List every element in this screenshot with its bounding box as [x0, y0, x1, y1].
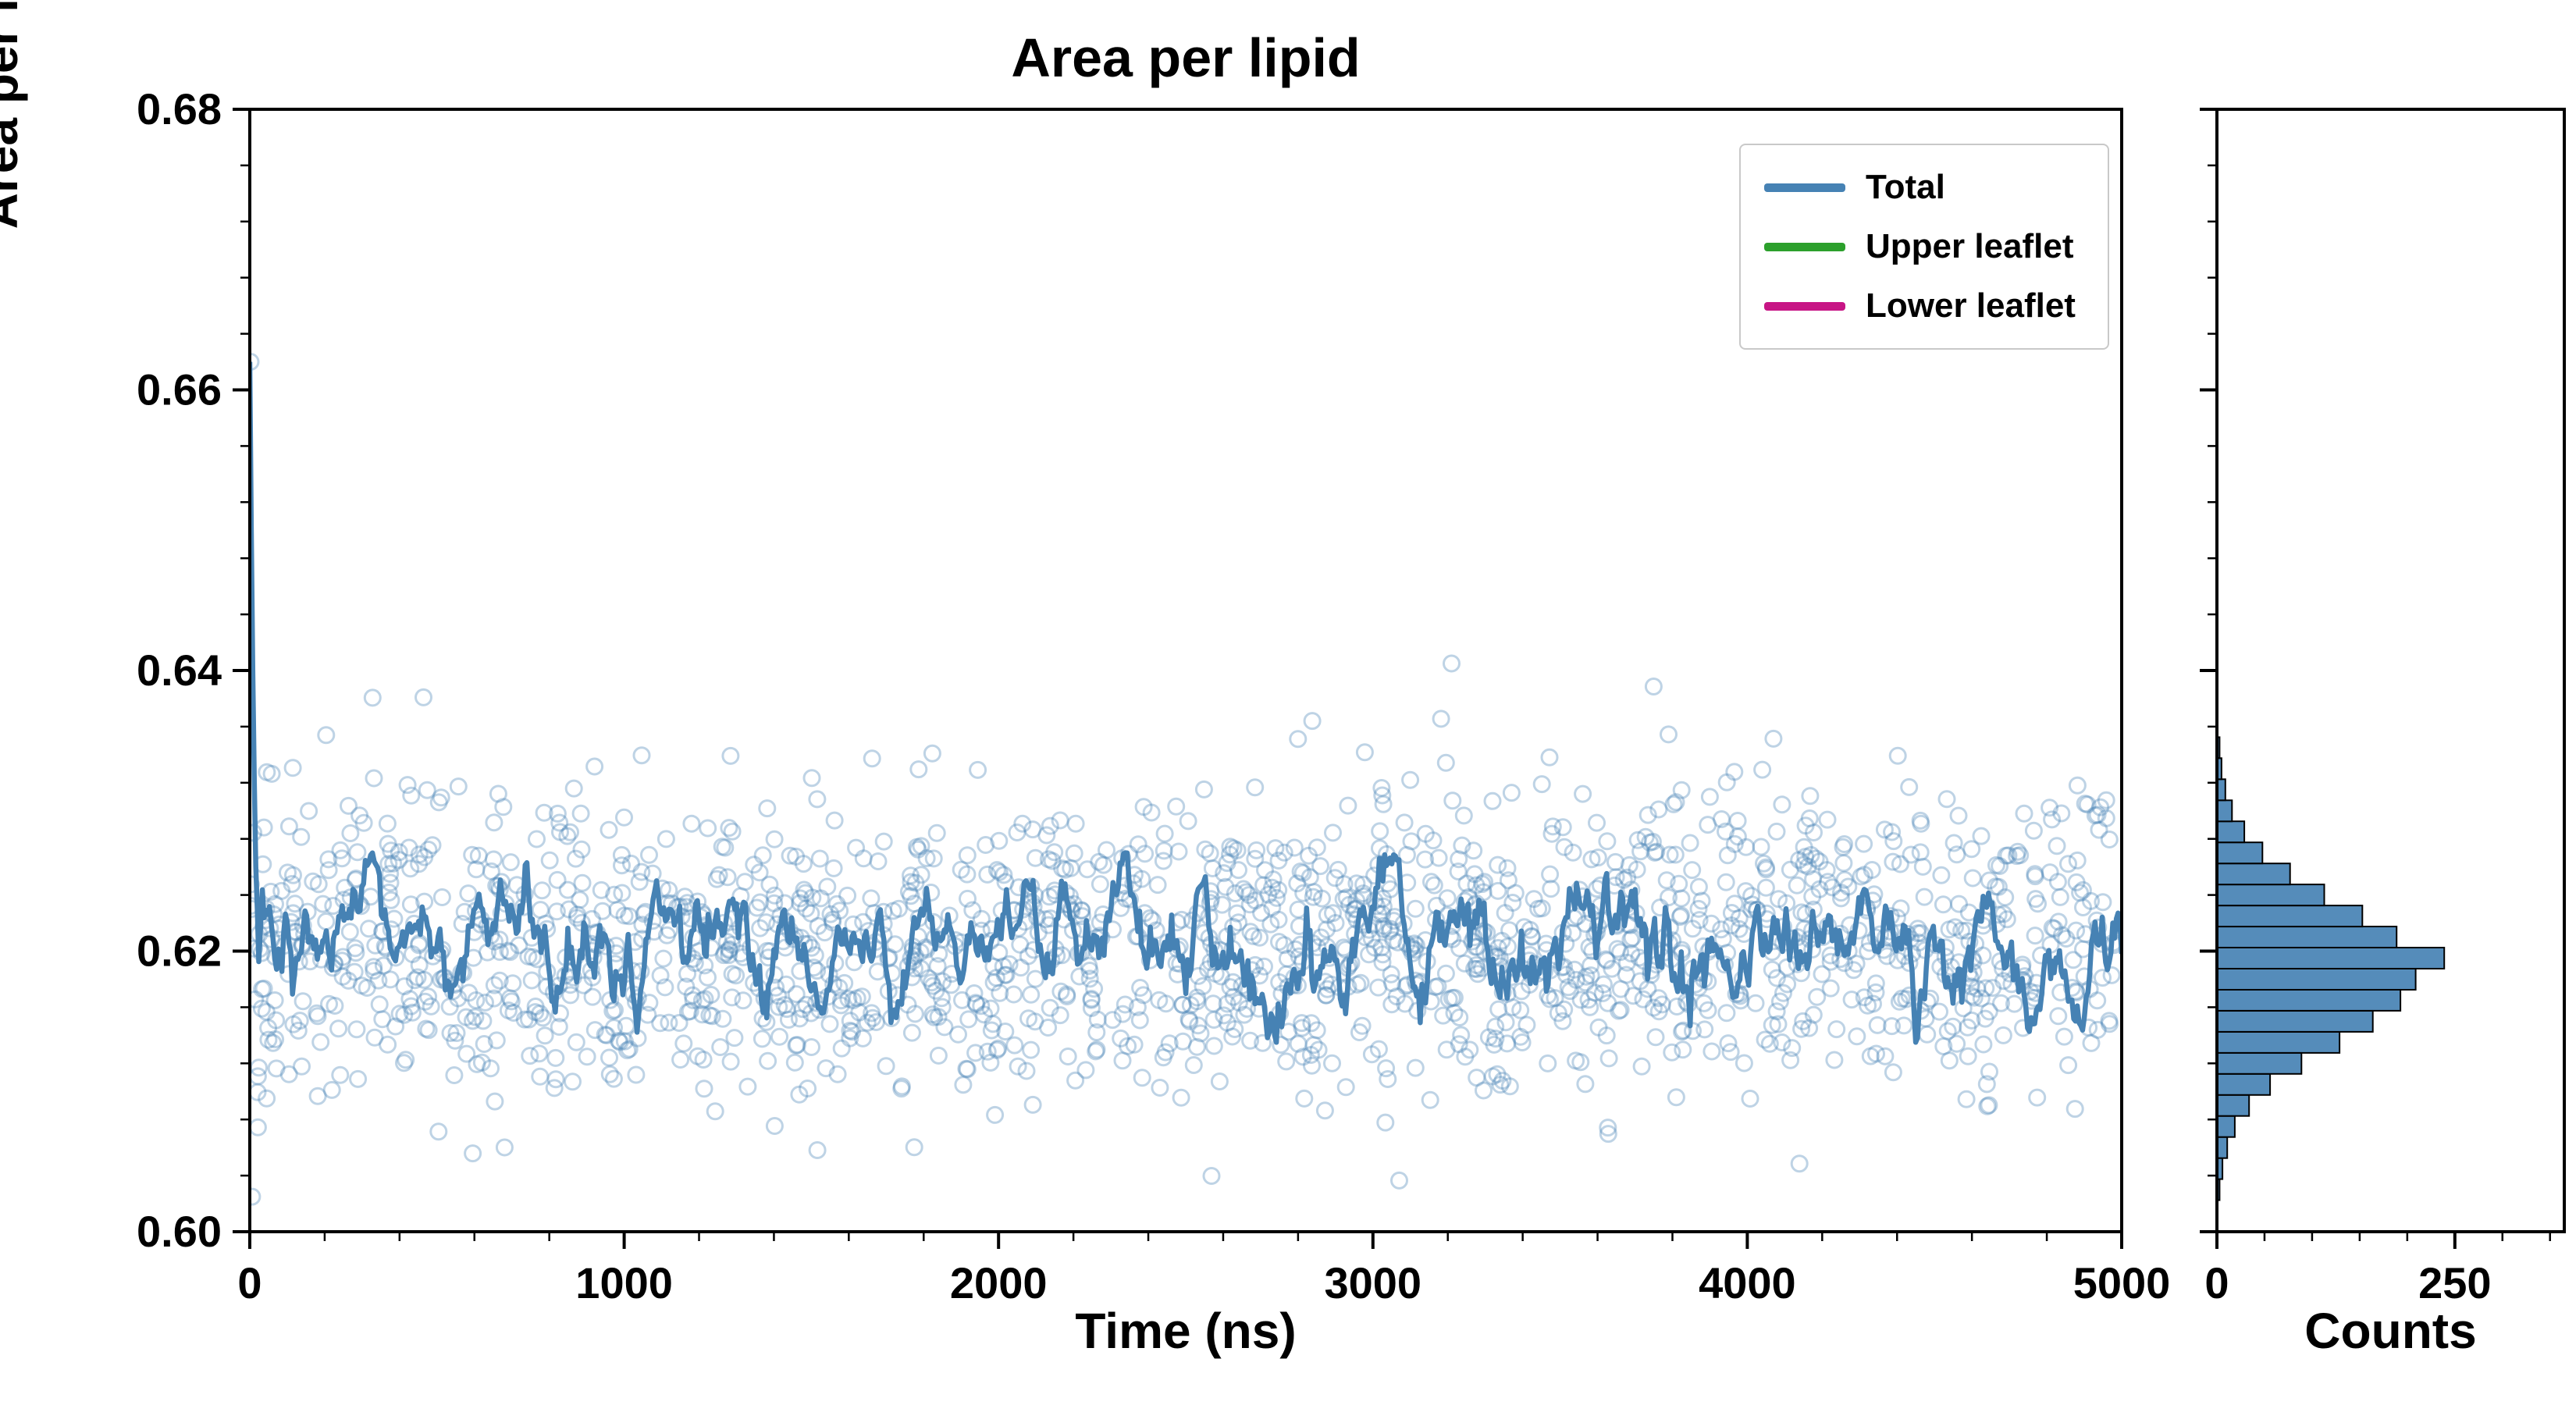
legend-item-lower-leaflet: Lower leaflet	[1764, 276, 2084, 336]
svg-text:5000: 5000	[2073, 1258, 2171, 1307]
running-average-line	[250, 361, 2122, 1045]
y-axis-label: Area per lipid (nm²)	[0, 0, 28, 229]
scatter-points	[250, 353, 2122, 1206]
legend-swatch-lower-leaflet	[1764, 301, 1845, 311]
svg-text:2000: 2000	[950, 1258, 1048, 1307]
x-axis-label: Time (ns)	[1075, 1303, 1297, 1359]
tick-marks	[233, 108, 2551, 1249]
legend-swatch-upper-leaflet	[1764, 242, 1845, 251]
svg-text:0.66: 0.66	[137, 365, 222, 414]
legend-item-total: Total	[1764, 158, 2084, 217]
histogram-bars	[2217, 736, 2446, 1201]
legend-label-upper-leaflet: Upper leaflet	[1866, 227, 2074, 265]
legend: Total Upper leaflet Lower leaflet	[1739, 144, 2109, 350]
svg-text:0: 0	[237, 1258, 262, 1307]
legend-label-lower-leaflet: Lower leaflet	[1866, 286, 2076, 325]
svg-text:4000: 4000	[1699, 1258, 1796, 1307]
svg-text:0.64: 0.64	[137, 646, 222, 695]
legend-label-total: Total	[1866, 168, 1945, 206]
legend-swatch-total	[1764, 183, 1845, 192]
svg-text:250: 250	[2418, 1258, 2491, 1307]
svg-text:3000: 3000	[1325, 1258, 1422, 1307]
legend-item-upper-leaflet: Upper leaflet	[1764, 217, 2084, 276]
svg-text:0.60: 0.60	[137, 1207, 222, 1256]
chart-title: Area per lipid	[1011, 27, 1361, 88]
svg-text:1000: 1000	[575, 1258, 673, 1307]
svg-text:0: 0	[2204, 1258, 2229, 1307]
histogram-x-axis-label: Counts	[2304, 1303, 2477, 1359]
svg-text:0.62: 0.62	[137, 927, 222, 976]
svg-text:0.68: 0.68	[137, 84, 222, 133]
tick-labels: 0 1000 2000 3000 4000 5000 0.60 0.62 0.64 0.66 0.6…	[137, 84, 2492, 1307]
